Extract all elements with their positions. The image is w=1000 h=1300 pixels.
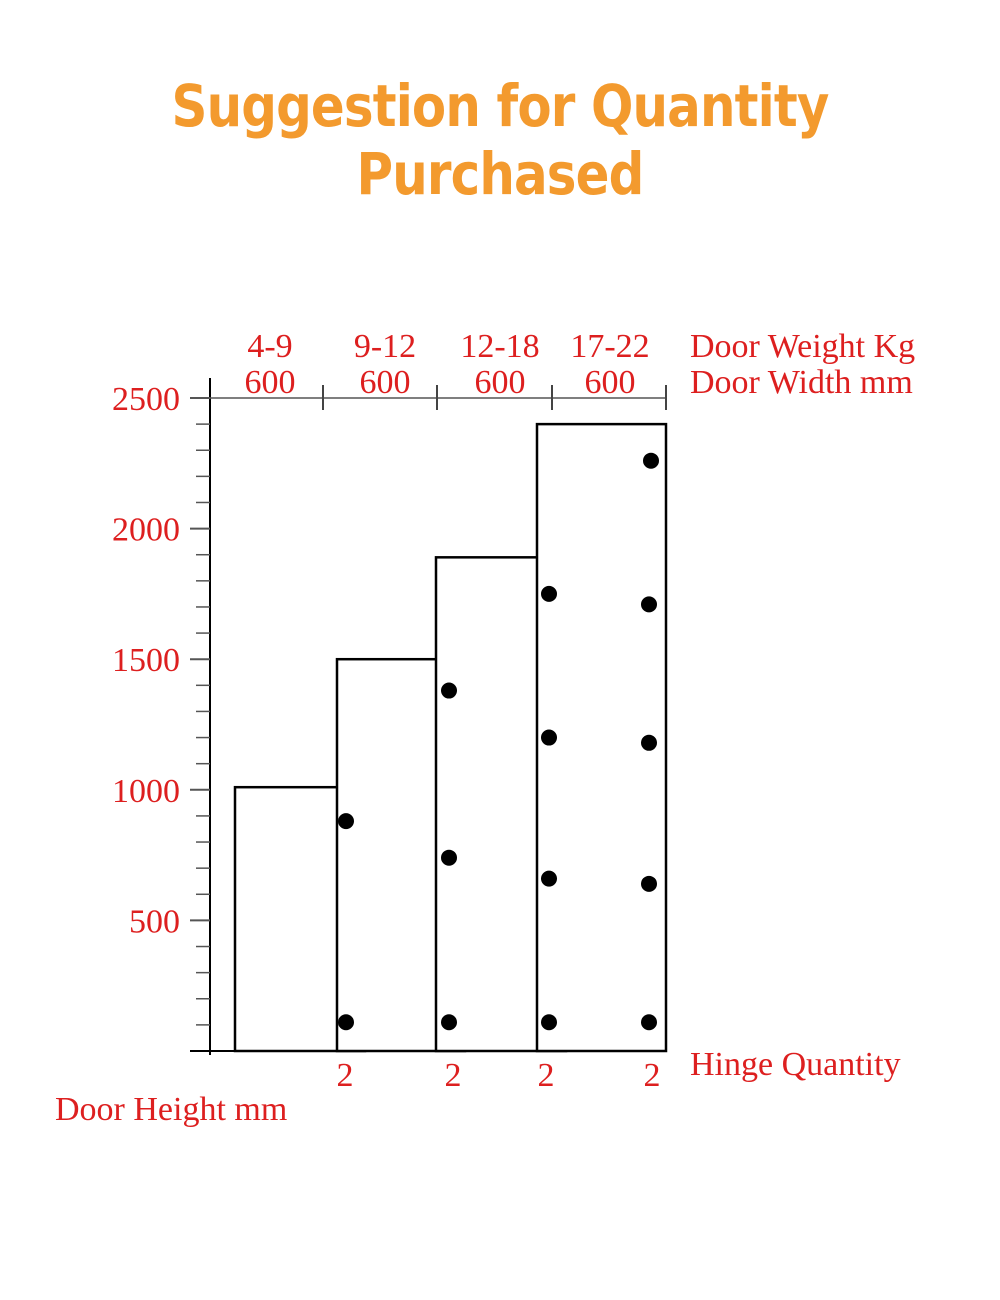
hinge-quantity-label: 2 — [337, 1057, 354, 1094]
hinge-dot — [541, 1014, 557, 1031]
door-weight-label: 12-18 — [460, 328, 539, 365]
door-height-axis-label: Door Height mm — [55, 1091, 287, 1128]
y-tick-label: 2000 — [112, 512, 180, 549]
hinge-dot — [641, 875, 657, 892]
door-weight-axis-label: Door Weight Kg — [690, 328, 915, 365]
door-width-axis-label: Door Width mm — [690, 364, 913, 401]
hinge-dot — [441, 682, 457, 699]
hinge-quantity-label: 2 — [445, 1057, 462, 1094]
hinge-dot — [641, 596, 657, 613]
door-weight-label: 17-22 — [570, 328, 649, 365]
door-width-label: 600 — [245, 364, 296, 401]
hinge-dot — [441, 849, 457, 866]
y-tick-label: 1000 — [112, 773, 180, 810]
labels: Door Weight Kg Door Width mm Hinge Quant… — [55, 328, 915, 1128]
hinge-dot — [338, 813, 354, 830]
page-title: Suggestion for Quantity Purchased — [171, 72, 830, 208]
hinge-dot — [541, 870, 557, 887]
door-weight-label: 4-9 — [247, 328, 292, 365]
hinge-quantity-label: 2 — [644, 1057, 661, 1094]
door-weight-label: 9-12 — [354, 328, 416, 365]
hinge-quantity-label: 2 — [538, 1057, 555, 1094]
hinge-dot — [338, 1014, 354, 1031]
y-tick-label: 500 — [129, 903, 180, 940]
hinge-dot — [641, 1014, 657, 1031]
hinge-dot — [441, 1014, 457, 1031]
hinge-dot — [541, 585, 557, 602]
hinge-dot — [641, 734, 657, 751]
y-tick-label: 1500 — [112, 642, 180, 679]
y-tick-label: 2500 — [112, 381, 180, 418]
door-blocks — [233, 422, 668, 1053]
door-width-label: 600 — [360, 364, 411, 401]
hinge-quantity-axis-label: Hinge Quantity — [690, 1046, 901, 1083]
door-width-label: 600 — [475, 364, 526, 401]
hinge-dot — [643, 452, 659, 469]
hinge-dot — [541, 729, 557, 746]
door-width-label: 600 — [585, 364, 636, 401]
